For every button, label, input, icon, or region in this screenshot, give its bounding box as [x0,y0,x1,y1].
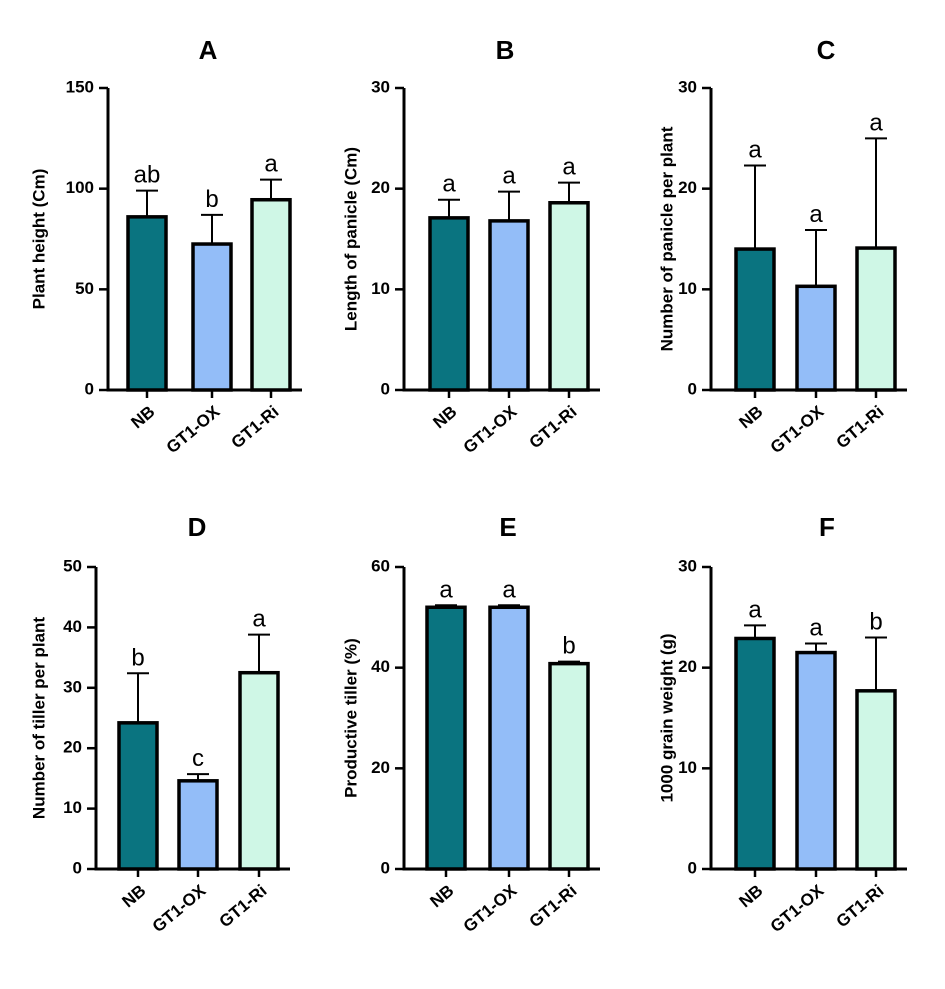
chart-c-category-label-2: GT1-Ri [833,402,888,452]
chart-e-panel-letter: E [499,512,516,542]
chart-c-ytick-label-3: 30 [678,77,697,96]
chart-c-category-label-0: NB [735,402,766,432]
chart-d-panel-letter: D [188,512,207,542]
chart-b-category-label-0: NB [429,402,460,432]
chart-b-ytick-label-2: 20 [371,178,390,197]
chart-b-sig-label-0: a [442,171,456,198]
chart-f-category-label-2: GT1-Ri [833,881,888,931]
chart-d-ytick-label-1: 10 [63,798,82,817]
chart-a-ytick-label-3: 150 [66,77,94,96]
chart-a-ytick-label-0: 0 [85,379,94,398]
chart-f-ytick-label-1: 10 [678,758,697,777]
chart-b-ytick-label-3: 30 [371,77,390,96]
chart-f-ytick-label-0: 0 [688,858,697,877]
chart-c-bar-gt1-ox [795,284,837,392]
chart-f-sig-label-0: a [748,596,762,623]
chart-b-ylabel: Length of panicle (Cm) [341,147,360,331]
chart-e-bar-nb [425,605,467,871]
chart-e-bar-gt1-ox [488,605,530,871]
chart-e-category-label-2: GT1-Ri [526,881,581,931]
chart-b-bar-nb [428,216,470,392]
chart-e-ylabel: Productive tiller (%) [341,638,360,798]
chart-e-ytick-label-1: 20 [371,758,390,777]
chart-d-ytick-label-2: 20 [63,738,82,757]
chart-b-sig-label-2: a [562,154,576,181]
chart-c-sig-label-1: a [809,201,823,228]
chart-e-ytick-label-0: 0 [381,858,390,877]
chart-a-ylabel: Plant height (Cm) [29,169,48,310]
chart-c-sig-label-2: a [869,109,883,136]
chart-d-ytick-label-3: 30 [63,677,82,696]
chart-d-ytick-label-5: 50 [63,556,82,575]
chart-a-category-label-0: NB [127,402,158,432]
chart-c-panel-letter: C [817,35,836,65]
chart-c-ytick-label-0: 0 [688,379,697,398]
chart-c-bar-nb [734,247,776,392]
chart-a-panel-letter: A [199,35,218,65]
chart-b-ytick-label-0: 0 [381,379,390,398]
chart-f-ytick-label-2: 20 [678,657,697,676]
chart-d-ytick-label-4: 40 [63,617,82,636]
chart-b-category-label-2: GT1-Ri [526,402,581,452]
chart-c-ytick-label-2: 20 [678,178,697,197]
chart-d-sig-label-2: a [252,606,266,633]
chart-a-sig-label-0: ab [134,162,161,189]
chart-d-sig-label-0: b [131,644,144,671]
chart-a-bar-gt1-ri [250,197,292,392]
chart-d-category-label-0: NB [118,881,149,911]
chart-d-category-label-1: GT1-OX [149,881,210,937]
chart-a-bar-gt1-ox [191,242,233,392]
chart-d-ylabel: Number of tiller per plant [29,617,48,819]
chart-f-bar-gt1-ox [795,650,837,871]
chart-e-ytick-label-2: 40 [371,657,390,676]
chart-a-category-label-1: GT1-OX [163,402,224,458]
chart-f-category-label-0: NB [735,881,766,911]
chart-d-bar-nb [117,721,159,871]
chart-e-sig-label-0: a [439,576,453,603]
chart-c-ylabel: Number of panicle per plant [657,126,676,351]
chart-d-ytick-label-0: 0 [73,858,82,877]
chart-e-ytick-label-3: 60 [371,556,390,575]
chart-a-sig-label-1: b [205,186,218,213]
chart-d-bar-gt1-ri [238,670,280,871]
chart-e-sig-label-2: b [562,633,575,660]
chart-c-category-label-1: GT1-OX [767,402,828,458]
chart-f-sig-label-2: b [869,608,882,635]
chart-f-sig-label-1: a [809,615,823,642]
chart-f-bar-gt1-ri [855,689,897,871]
chart-a-ytick-label-2: 100 [66,178,94,197]
chart-e-category-label-0: NB [426,881,457,911]
chart-b-category-label-1: GT1-OX [460,402,521,458]
chart-e-sig-label-1: a [502,576,516,603]
chart-f-panel-letter: F [819,512,835,542]
chart-d-sig-label-1: c [192,745,204,772]
chart-e-category-label-1: GT1-OX [460,881,521,937]
chart-c-ytick-label-1: 10 [678,279,697,298]
chart-a-category-label-2: GT1-Ri [228,402,283,452]
chart-f-ylabel: 1000 grain weight (g) [657,633,676,802]
chart-b-ytick-label-1: 10 [371,279,390,298]
chart-b-bar-gt1-ox [488,219,530,392]
chart-a-bar-nb [126,215,168,392]
chart-b-sig-label-1: a [502,163,516,190]
chart-f-category-label-1: GT1-OX [767,881,828,937]
chart-f-ytick-label-3: 30 [678,556,697,575]
chart-c-sig-label-0: a [748,137,762,164]
chart-b-panel-letter: B [496,35,515,65]
chart-a-sig-label-2: a [264,151,278,178]
chart-a-ytick-label-1: 50 [75,279,94,298]
chart-d-category-label-2: GT1-Ri [216,881,271,931]
chart-e-bar-gt1-ri [548,661,590,871]
chart-b-bar-gt1-ri [548,201,590,392]
chart-f-bar-nb [734,636,776,871]
chart-c-bar-gt1-ri [855,246,897,392]
chart-d-bar-gt1-ox [177,779,219,871]
